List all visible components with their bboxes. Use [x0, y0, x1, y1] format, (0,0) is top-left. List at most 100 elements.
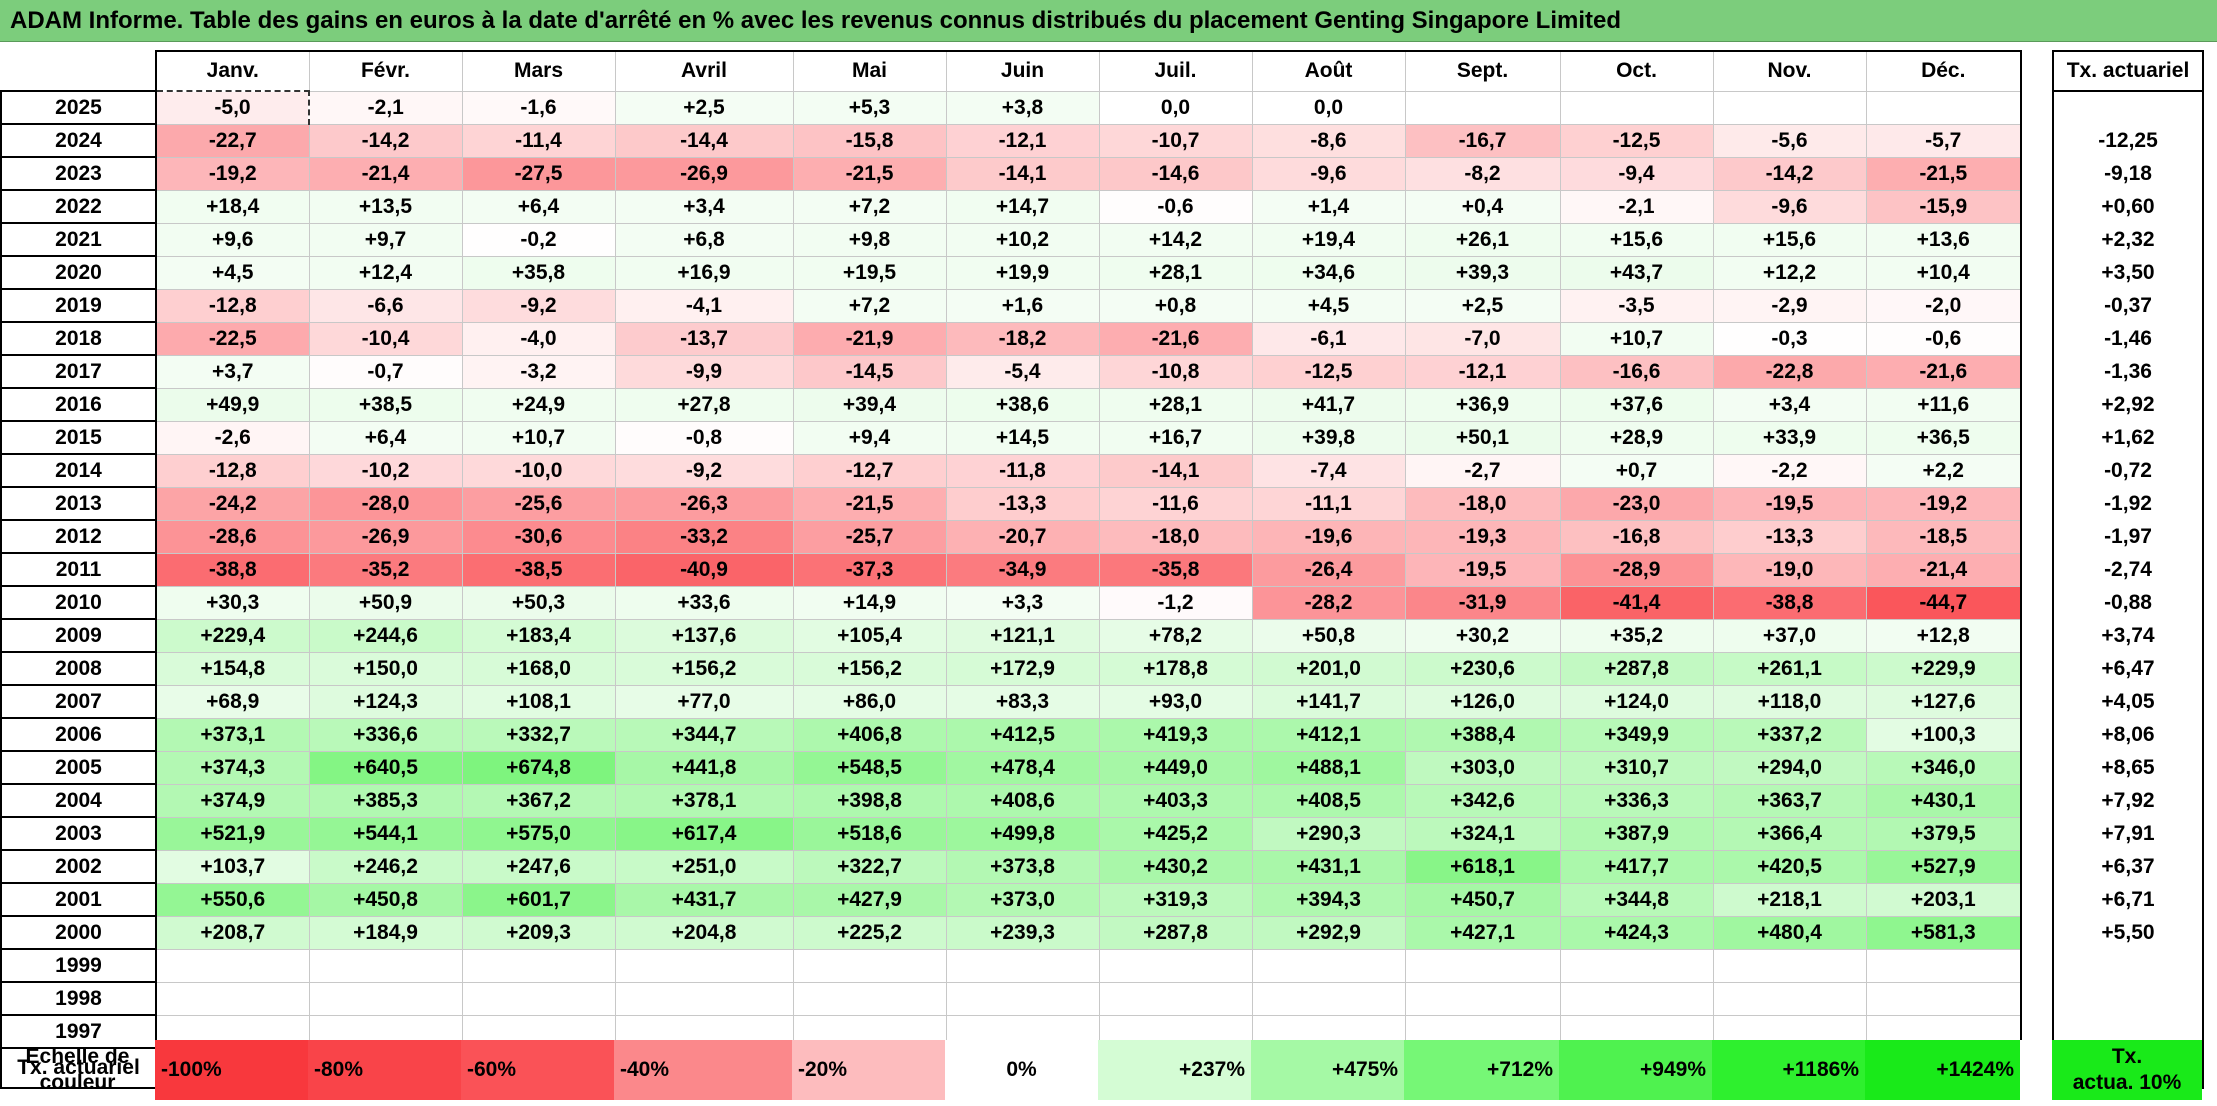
value-cell: +441,8	[614, 750, 794, 785]
month-header: Août	[1251, 50, 1406, 92]
value-cell	[1559, 90, 1714, 125]
month-header: Juin	[945, 50, 1100, 92]
value-cell: -28,2	[1251, 585, 1406, 620]
rate-cell: +5,50	[2052, 916, 2204, 949]
year-label: 2010	[0, 585, 156, 619]
gap-cell	[2021, 51, 2053, 91]
value-cell	[461, 948, 616, 983]
value-cell: -18,5	[1865, 519, 2022, 554]
value-cell: -19,2	[1865, 486, 2022, 521]
value-cell: -18,0	[1098, 519, 1253, 554]
value-cell: +367,2	[461, 783, 616, 818]
value-cell: -10,2	[308, 453, 463, 488]
value-cell: +68,9	[155, 684, 310, 719]
value-cell: -41,4	[1559, 585, 1714, 620]
value-cell: -2,1	[1559, 189, 1714, 224]
value-cell: -19,0	[1712, 552, 1867, 587]
value-cell: +336,3	[1559, 783, 1714, 818]
value-cell: +7,2	[792, 189, 947, 224]
month-header: Déc.	[1865, 50, 2022, 92]
value-cell: +39,8	[1251, 420, 1406, 455]
value-cell: +50,8	[1251, 618, 1406, 653]
value-cell	[1098, 981, 1253, 1016]
value-cell: -8,2	[1404, 156, 1561, 191]
value-cell: -4,1	[614, 288, 794, 323]
value-cell: +150,0	[308, 651, 463, 686]
value-cell: +480,4	[1712, 915, 1867, 950]
value-cell: +336,6	[308, 717, 463, 752]
value-cell: -37,3	[792, 552, 947, 587]
value-cell: +36,5	[1865, 420, 2022, 455]
value-cell: +1,6	[945, 288, 1100, 323]
year-label: 2004	[0, 783, 156, 817]
year-label: 2014	[0, 453, 156, 487]
gap-cell	[2021, 256, 2053, 289]
table-row: 2016 +49,9 +38,5 +24,9 +27,8 +39,4 +38,6 +28,1 +…	[0, 387, 2204, 422]
value-cell: +373,8	[945, 849, 1100, 884]
value-cell: +156,2	[792, 651, 947, 686]
table-row: 2025 -5,0 -2,1 -1,6 +2,5 +5,3 +3,8 0,0 0,0	[0, 90, 2204, 125]
value-cell: +431,1	[1251, 849, 1406, 884]
value-cell: -2,0	[1865, 288, 2022, 323]
value-cell: -19,5	[1712, 486, 1867, 521]
gap-cell	[2021, 685, 2053, 718]
gap-cell	[2021, 223, 2053, 256]
value-cell: +4,5	[1251, 288, 1406, 323]
value-cell: -14,1	[1098, 453, 1253, 488]
value-cell: +394,3	[1251, 882, 1406, 917]
value-cell: -8,6	[1251, 123, 1406, 158]
value-cell: +204,8	[614, 915, 794, 950]
value-cell: +366,4	[1712, 816, 1867, 851]
value-cell: -5,4	[945, 354, 1100, 389]
value-cell: +527,9	[1865, 849, 2022, 884]
month-header: Avril	[614, 50, 794, 92]
rate-cell: -9,18	[2052, 157, 2204, 190]
value-cell: +521,9	[155, 816, 310, 851]
gap-cell	[2021, 553, 2053, 586]
value-cell: +408,6	[945, 783, 1100, 818]
value-cell: -23,0	[1559, 486, 1714, 521]
rate-cell: +8,65	[2052, 751, 2204, 784]
rate-cell: -1,97	[2052, 520, 2204, 553]
rate-cell: -1,46	[2052, 322, 2204, 355]
value-cell: +24,9	[461, 387, 616, 422]
value-cell: +15,6	[1559, 222, 1714, 257]
value-cell: +38,6	[945, 387, 1100, 422]
value-cell: +6,4	[461, 189, 616, 224]
value-cell: +420,5	[1712, 849, 1867, 884]
scale-label-line2: couleur	[39, 1071, 116, 1094]
table-row: 2005 +374,3 +640,5 +674,8 +441,8 +548,5 +478,4…	[0, 750, 2204, 785]
value-cell: -12,5	[1559, 123, 1714, 158]
value-cell	[1865, 948, 2022, 983]
rate-cell: +8,06	[2052, 718, 2204, 751]
year-label: 2000	[0, 915, 156, 949]
value-cell: -21,4	[1865, 552, 2022, 587]
scale-swatch: +475%	[1251, 1040, 1404, 1100]
month-header: Oct.	[1559, 50, 1714, 92]
table-row: 2018 -22,5 -10,4 -4,0 -13,7 -21,9 -18,2 -21,6 -6…	[0, 321, 2204, 356]
value-cell: +344,7	[614, 717, 794, 752]
value-cell: +37,6	[1559, 387, 1714, 422]
value-cell: +28,1	[1098, 387, 1253, 422]
value-cell: +332,7	[461, 717, 616, 752]
table-row: 2009 +229,4 +244,6 +183,4 +137,6 +105,4 +121,1…	[0, 618, 2204, 653]
footer-label: Tx. actuariel	[0, 1047, 157, 1089]
value-cell: +342,6	[1404, 783, 1561, 818]
value-cell: -26,3	[614, 486, 794, 521]
corner-cell	[1, 51, 156, 91]
value-cell: +229,4	[155, 618, 310, 653]
value-cell: -0,6	[1098, 189, 1253, 224]
value-cell: +431,7	[614, 882, 794, 917]
year-label: 2009	[0, 618, 156, 652]
table-row: 2023 -19,2 -21,4 -27,5 -26,9 -21,5 -14,1 -14,6-…	[0, 156, 2204, 191]
year-label: 2015	[0, 420, 156, 454]
value-cell: +5,3	[792, 90, 947, 125]
value-cell: +13,5	[308, 189, 463, 224]
value-cell: +3,8	[945, 90, 1100, 125]
value-cell: +33,6	[614, 585, 794, 620]
table-row: 2017 +3,7 -0,7 -3,2 -9,9 -14,5 -5,4 -10,8 -12,5-…	[0, 354, 2204, 389]
value-cell: -21,5	[792, 486, 947, 521]
year-label: 2006	[0, 717, 156, 751]
value-cell: -11,4	[461, 123, 616, 158]
year-label: 2001	[0, 882, 156, 916]
